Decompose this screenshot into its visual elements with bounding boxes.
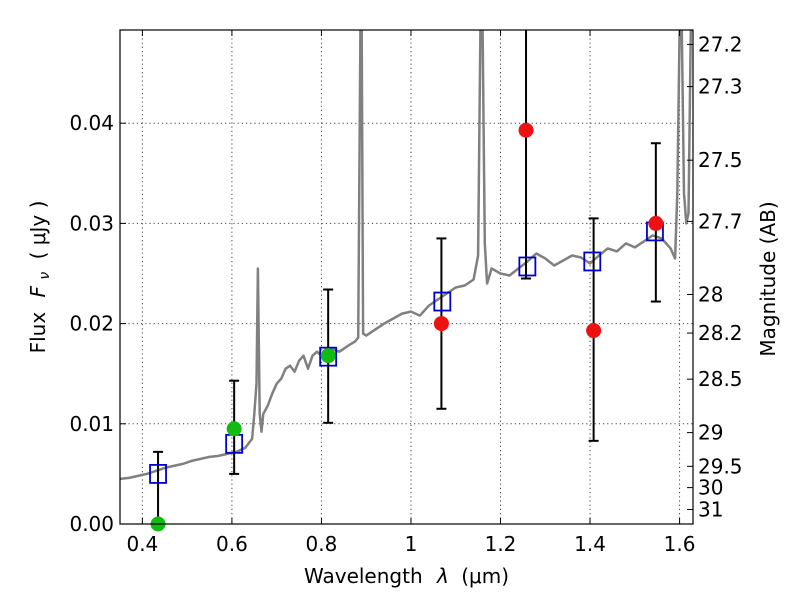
y-axis-title: Flux F ν ( μJy )	[26, 201, 54, 354]
observed-point	[648, 215, 664, 231]
magnitude-tick-label: 28.2	[698, 321, 743, 345]
plot-frame	[119, 29, 694, 525]
magnitude-tick-label: 29.5	[698, 454, 743, 478]
magnitude-tick-label: 30	[698, 476, 723, 500]
y-axis-title-symbol: F	[26, 285, 50, 297]
magnitude-tick-label: 27.3	[698, 75, 743, 99]
y-tick-label: 0.01	[69, 412, 114, 436]
magnitude-tick-label: 28.5	[698, 367, 743, 391]
x-tick-label: 1.4	[574, 532, 606, 556]
model-point	[319, 346, 338, 367]
observed-point	[518, 122, 534, 138]
model-point	[433, 291, 452, 312]
magnitude-tick-label: 27.7	[698, 209, 743, 233]
magnitude-tick-label: 27.2	[698, 32, 743, 56]
x-axis-title-prefix: Wavelength	[304, 564, 423, 588]
x-tick-label: 1	[405, 532, 418, 556]
model-point	[518, 256, 537, 277]
y-tick-label: 0.02	[69, 312, 114, 336]
plot-area	[120, 30, 693, 481]
axes: 0.4 0.6 0.8 1 1.2 1.4 1.6 0.00 0.01 0.02 0.03 0.04 2…	[69, 30, 743, 556]
magnitude-tick-label: 29	[698, 421, 723, 445]
y-axis-title-unit: ( μJy )	[26, 201, 50, 260]
y-axis-title-prefix: Flux	[26, 312, 50, 354]
magnitude-tick-label: 27.5	[698, 148, 743, 172]
magnitude-tick-label: 28	[698, 282, 723, 306]
grid-lines	[120, 30, 693, 524]
x-tick-label: 0.6	[216, 532, 248, 556]
observed-point	[226, 421, 242, 437]
y2-axis-title: Magnitude (AB)	[756, 201, 780, 356]
y-axis-title-subscript: ν	[37, 272, 53, 280]
x-tick-label: 0.8	[306, 532, 338, 556]
spectrum-line	[120, 30, 693, 481]
x-axis-title-symbol: λ	[436, 564, 449, 588]
x-axis-title: Wavelength λ (μm)	[304, 564, 509, 588]
y-tick-label: 0.00	[69, 512, 114, 536]
x-tick-label: 1.6	[664, 532, 696, 556]
x-tick-label: 1.2	[485, 532, 517, 556]
model-point	[149, 463, 167, 484]
model-point	[583, 251, 602, 272]
x-axis-title-unit: (μm)	[461, 564, 509, 588]
observed-point	[320, 348, 336, 364]
markers	[149, 30, 664, 532]
y-tick-label: 0.04	[69, 111, 114, 135]
y-tick-label: 0.03	[69, 211, 114, 235]
observed-point	[433, 316, 449, 332]
x-tick-label: 0.4	[126, 532, 158, 556]
observed-point	[586, 323, 602, 339]
magnitude-tick-label: 31	[698, 498, 723, 522]
